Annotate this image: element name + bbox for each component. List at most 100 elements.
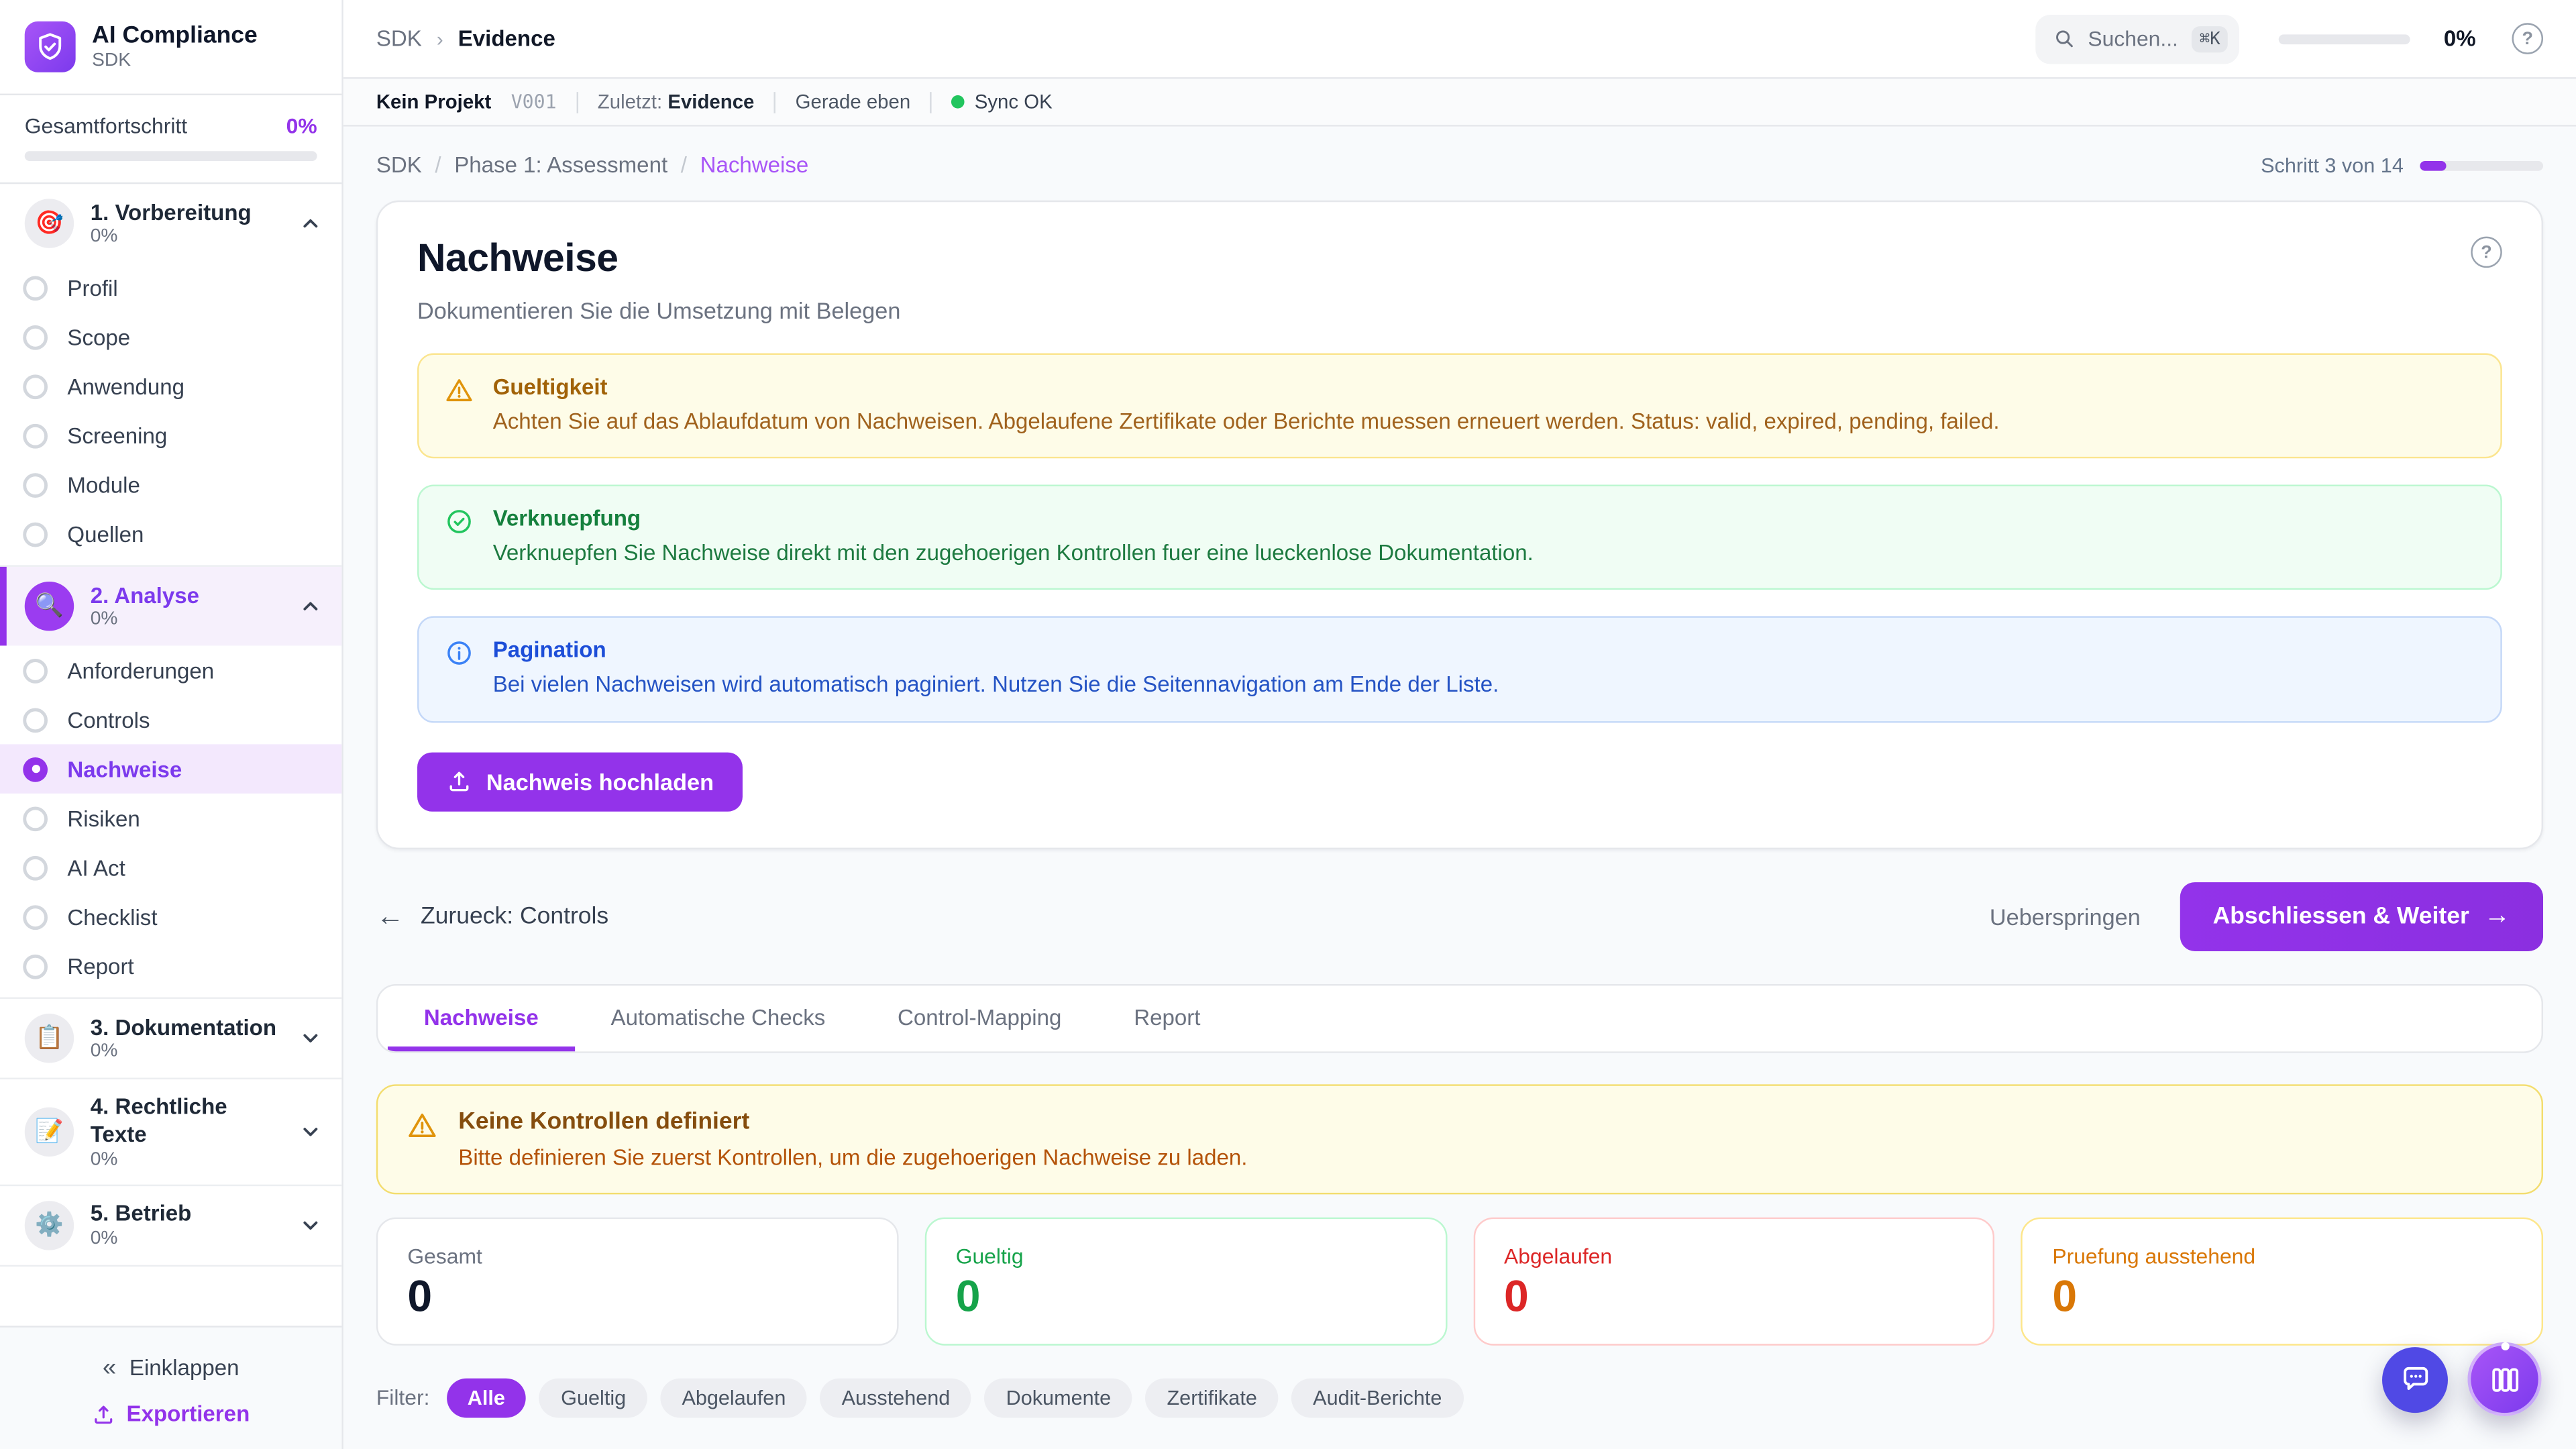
filter-row: Filter: Alle Gueltig Abgelaufen Ausstehend D… [376,1377,2543,1417]
sidebar-item-controls[interactable]: Controls [0,695,341,744]
app-title: AI Compliance [92,23,258,50]
section-meta: 5. Betrieb 0% [91,1201,283,1249]
tab-report[interactable]: Report [1134,1006,1201,1030]
radio-empty-icon [23,423,48,448]
sidebar-item-label: Checklist [67,904,158,929]
sidebar-item-risiken[interactable]: Risiken [0,794,341,843]
alert-text: Bei vielen Nachweisen wird automatisch p… [492,672,1499,698]
info-circle-icon [445,640,474,701]
section-meta: 2. Analyse 0% [91,582,283,630]
filter-chip-alle[interactable]: Alle [445,1377,527,1417]
finish-next-button[interactable]: Abschliessen & Weiter → [2180,881,2544,951]
filter-chip-zertifikate[interactable]: Zertifikate [1145,1377,1279,1417]
alert-body: Gueltigkeit Achten Sie auf das Ablaufdatu… [493,374,2000,437]
overall-progress-bar [24,151,317,162]
filter-chip-audit-berichte[interactable]: Audit-Berichte [1291,1377,1464,1417]
radio-empty-icon [23,657,48,683]
top-breadcrumb-root[interactable]: SDK [376,26,422,51]
breadcrumb-separator: / [680,152,687,178]
tab-automatische-checks[interactable]: Automatische Checks [610,1006,826,1030]
sidebar-section-4-rechtliche-texte: 📝 4. Rechtliche Texte 0% [0,1079,342,1186]
radio-empty-icon [23,275,48,300]
top-bar: SDK › Evidence Suchen... ⌘K 0% ? [343,0,2576,79]
main-area: SDK › Evidence Suchen... ⌘K 0% ? Kein Pr… [343,0,2576,1449]
sidebar-item-screening[interactable]: Screening [0,411,341,460]
sidebar-item-label: Nachweise [67,756,182,782]
section-title: 5. Betrieb [90,1201,192,1226]
sidebar-section-header-4-rechtliche-texte[interactable]: 📝 4. Rechtliche Texte 0% [0,1079,341,1184]
section-percent: 0% [90,1149,118,1170]
help-icon[interactable]: ? [2512,23,2544,54]
filter-chip-gueltig[interactable]: Gueltig [539,1377,648,1417]
tab-control-mapping[interactable]: Control-Mapping [898,1006,1062,1030]
filter-chip-dokumente[interactable]: Dokumente [984,1377,1133,1417]
step-progress: Schritt 3 von 14 [2261,153,2544,177]
sidebar-item-report[interactable]: Report [0,941,341,990]
last-visited: Zuletzt: Evidence [597,90,755,113]
page-subtitle: Dokumentieren Sie die Umsetzung mit Bele… [417,297,901,324]
arrow-right-icon: → [2483,901,2511,930]
stat-value: 0 [955,1271,981,1321]
sidebar-item-label: Controls [67,707,150,733]
tab-nachweise[interactable]: Nachweise [387,985,575,1051]
sidebar-item-ai-act[interactable]: AI Act [0,843,341,892]
sidebar-item-label: Report [67,953,134,979]
collapse-sidebar-button[interactable]: « Einklappen [86,1344,256,1391]
sidebar-section-header-3-dokumentation[interactable]: 📋 3. Dokumentation 0% [0,999,341,1078]
sidebar-section-header-2-analyse[interactable]: 🔍 2. Analyse 0% [0,566,342,646]
check-circle-icon [445,508,474,569]
alert-text: Achten Sie auf das Ablaufdatum von Nachw… [492,409,2000,434]
floating-buttons [2382,1342,2542,1417]
sidebar-item-profil[interactable]: Profil [0,263,341,312]
filter-chip-ausstehend[interactable]: Ausstehend [820,1377,972,1417]
filter-label: Filter: [376,1385,430,1410]
step-label: Schritt 3 von 14 [2261,153,2404,177]
section-items: Anforderungen Controls Nachweise Risiken AI … [0,645,342,997]
sidebar-item-label: AI Act [67,855,125,880]
collapse-label: Einklappen [129,1355,239,1381]
section-title: 4. Rechtliche Texte [90,1094,227,1147]
topbar-progress-bar [2279,34,2411,44]
back-link[interactable]: ← Zurueck: Controls [376,900,608,932]
search-shortcut-badge: ⌘K [2191,25,2229,52]
alert-title: Pagination [492,638,606,663]
breadcrumb-current: Nachweise [700,152,809,178]
sidebar-item-label: Scope [67,324,131,350]
alert-text: Verknuepfen Sie Nachweise direkt mit den… [492,541,1534,566]
sidebar-item-anforderungen[interactable]: Anforderungen [0,645,341,694]
sidebar-item-scope[interactable]: Scope [0,312,341,361]
sidebar-item-label: Anwendung [67,374,185,398]
chevron-down-icon [299,1120,322,1143]
export-label: Exportieren [126,1401,250,1426]
export-button[interactable]: Exportieren [0,1401,341,1426]
top-breadcrumb: SDK › Evidence [376,26,2019,51]
sidebar-section-header-1-vorbereitung[interactable]: 🎯 1. Vorbereitung 0% [0,184,341,263]
stat-label: Gueltig [955,1243,1024,1268]
filter-chip-abgelaufen[interactable]: Abgelaufen [660,1377,808,1417]
sidebar-item-checklist[interactable]: Checklist [0,892,341,941]
top-breadcrumb-current: Evidence [458,26,555,51]
sidebar-item-module[interactable]: Module [0,460,341,509]
columns-fab-button[interactable] [2467,1342,2542,1417]
upload-evidence-button[interactable]: Nachweis hochladen [417,751,744,811]
card-help-icon[interactable]: ? [2471,236,2502,268]
breadcrumb-phase[interactable]: Phase 1: Assessment [454,152,668,178]
search-input[interactable]: Suchen... ⌘K [2035,13,2241,64]
section-percent: 0% [90,1229,118,1249]
topbar-progress-value: 0% [2443,26,2476,51]
upload-icon [447,769,472,794]
sidebar-item-anwendung[interactable]: Anwendung [0,362,341,411]
search-icon [2053,28,2075,50]
sidebar-item-label: Risiken [67,806,140,830]
sidebar-item-nachweise[interactable]: Nachweise [0,744,342,794]
app-subtitle: SDK [92,50,131,70]
breadcrumb-sdk[interactable]: SDK [376,152,422,178]
chat-fab-button[interactable] [2382,1346,2448,1412]
sidebar-item-quellen[interactable]: Quellen [0,509,341,558]
stat-card-pruefung-ausstehend: Pruefung ausstehend 0 [2021,1216,2544,1345]
skip-button[interactable]: Ueberspringen [1989,903,2141,930]
radio-empty-icon [23,806,48,830]
stat-label: Abgelaufen [1504,1243,1613,1268]
nachweise-card: Nachweise Dokumentieren Sie die Umsetzun… [376,200,2544,849]
sidebar-section-header-5-betrieb[interactable]: ⚙️ 5. Betrieb 0% [0,1186,341,1265]
